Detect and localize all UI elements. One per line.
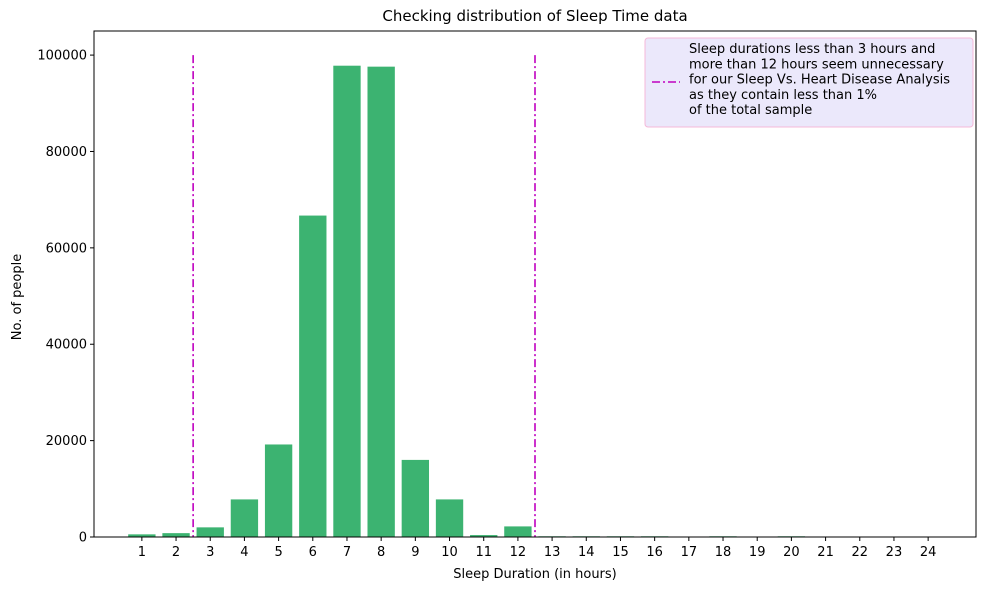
x-tick-label: 13 <box>544 545 561 560</box>
x-tick-label: 22 <box>851 545 868 560</box>
x-tick-label: 3 <box>206 545 214 560</box>
x-tick-label: 21 <box>817 545 834 560</box>
bar-6 <box>299 215 327 537</box>
y-tick-label: 60000 <box>46 241 87 256</box>
x-tick-label: 18 <box>715 545 732 560</box>
legend-text-line: more than 12 hours seem unnecessary <box>689 57 944 72</box>
x-tick-label: 4 <box>240 545 248 560</box>
x-tick-label: 11 <box>475 545 492 560</box>
bar-11 <box>470 535 498 537</box>
bar-9 <box>401 459 430 537</box>
x-tick-label: 7 <box>343 545 351 560</box>
y-tick-label: 100000 <box>37 49 87 64</box>
plot-frame <box>93 30 977 538</box>
y-axis-label: No. of people <box>10 254 25 340</box>
x-tick-label: 5 <box>274 545 282 560</box>
x-tick-label: 2 <box>172 545 180 560</box>
y-tick-label: 0 <box>79 531 87 546</box>
axes-group <box>93 30 977 538</box>
x-tick-label: 23 <box>886 545 903 560</box>
y-tick-label: 80000 <box>46 145 87 160</box>
legend-box <box>644 37 974 128</box>
x-tick-label: 10 <box>441 545 458 560</box>
bar-5 <box>264 444 293 537</box>
x-tick-label: 17 <box>681 545 698 560</box>
bar-12 <box>504 526 532 537</box>
y-ticks-group: 0 20000 40000 60000 80000 100000 <box>37 49 94 546</box>
chart-title: Checking distribution of Sleep Time data <box>382 7 687 25</box>
x-tick-label: 19 <box>749 545 766 560</box>
x-tick-label: 6 <box>309 545 317 560</box>
x-tick-label: 14 <box>578 545 595 560</box>
bar-8 <box>367 66 395 537</box>
x-tick-label: 15 <box>612 545 629 560</box>
legend-text-line: Sleep durations less than 3 hours and <box>689 42 935 57</box>
x-tick-label: 12 <box>510 545 527 560</box>
bar-3 <box>196 527 224 537</box>
legend-text-line: of the total sample <box>689 103 812 118</box>
x-tick-label: 1 <box>138 545 146 560</box>
x-tick-label: 20 <box>783 545 800 560</box>
bar-1 <box>128 534 156 537</box>
legend-text-line: for our Sleep Vs. Heart Disease Analysis <box>689 73 950 88</box>
x-tick-label: 16 <box>646 545 663 560</box>
x-tick-label: 8 <box>377 545 385 560</box>
legend: Sleep durations less than 3 hours andmor… <box>644 37 974 128</box>
x-tick-label: 9 <box>411 545 419 560</box>
legend-text-line: as they contain less than 1% <box>689 88 877 103</box>
threshold-lines-group <box>192 55 536 537</box>
x-ticks-group: 1 2 3 4 5 6 7 8 9 10 11 12 13 14 15 16 17 18 19 20 21 22 23 24 <box>138 537 937 560</box>
bar-2 <box>162 533 190 537</box>
x-tick-label: 24 <box>920 545 937 560</box>
bar-7 <box>333 65 361 537</box>
y-tick-label: 20000 <box>46 434 87 449</box>
x-axis-label: Sleep Duration (in hours) <box>453 567 617 582</box>
y-tick-label: 40000 <box>46 338 87 353</box>
bar-10 <box>435 499 464 537</box>
bar-4 <box>230 499 259 537</box>
